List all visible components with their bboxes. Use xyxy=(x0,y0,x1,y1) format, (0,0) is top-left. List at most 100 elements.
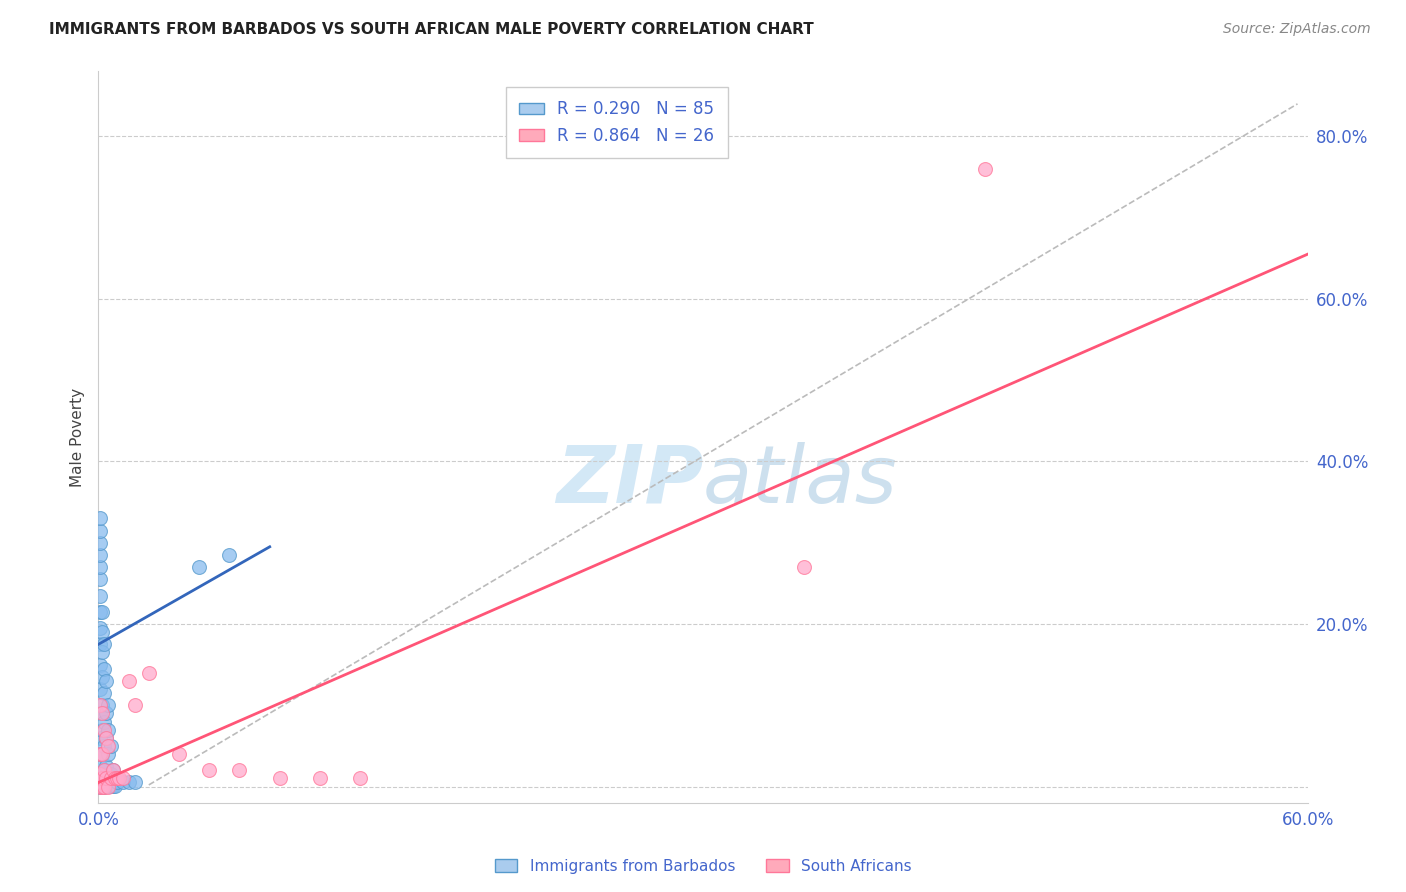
Point xyxy=(138,665,160,680)
Point xyxy=(124,698,146,713)
Point xyxy=(91,723,114,737)
Point xyxy=(89,605,111,619)
Point xyxy=(91,779,114,793)
Point xyxy=(93,714,115,729)
Point xyxy=(89,779,111,793)
Point xyxy=(124,775,146,789)
Point xyxy=(93,723,115,737)
Point xyxy=(89,548,111,562)
Point xyxy=(349,772,371,786)
Point xyxy=(96,673,118,688)
Point xyxy=(309,772,332,786)
Point xyxy=(101,779,124,793)
Point xyxy=(97,779,120,793)
Legend: R = 0.290   N = 85, R = 0.864   N = 26: R = 0.290 N = 85, R = 0.864 N = 26 xyxy=(506,87,728,158)
Point xyxy=(89,524,111,538)
Point xyxy=(91,772,114,786)
Point xyxy=(97,747,120,761)
Point xyxy=(97,723,120,737)
Point xyxy=(89,511,111,525)
Point xyxy=(93,764,115,778)
Point xyxy=(89,767,111,781)
Point xyxy=(100,779,122,793)
Point xyxy=(91,780,114,794)
Point xyxy=(101,764,124,778)
Point xyxy=(96,779,118,793)
Point xyxy=(93,780,115,794)
Point xyxy=(269,772,291,786)
Point xyxy=(97,698,120,713)
Point xyxy=(91,780,114,794)
Point xyxy=(89,759,111,773)
Point xyxy=(91,698,114,713)
Point xyxy=(91,706,114,721)
Point xyxy=(91,605,114,619)
Point xyxy=(93,764,115,778)
Point xyxy=(96,731,118,745)
Point xyxy=(111,775,134,789)
Point xyxy=(100,772,122,786)
Point xyxy=(103,772,125,786)
Point xyxy=(107,772,129,786)
Point xyxy=(97,772,120,786)
Point xyxy=(89,681,111,696)
Point xyxy=(96,772,118,786)
Point xyxy=(89,589,111,603)
Point xyxy=(91,670,114,684)
Point xyxy=(105,772,128,786)
Point xyxy=(93,686,115,700)
Text: Source: ZipAtlas.com: Source: ZipAtlas.com xyxy=(1223,22,1371,37)
Point xyxy=(89,780,111,794)
Point xyxy=(100,739,122,753)
Point xyxy=(89,780,111,794)
Point xyxy=(228,764,250,778)
Point xyxy=(89,637,111,651)
Legend: Immigrants from Barbados, South Africans: Immigrants from Barbados, South Africans xyxy=(488,853,918,880)
Point xyxy=(89,706,111,721)
Point xyxy=(96,775,118,789)
Point xyxy=(91,772,114,786)
Point xyxy=(89,747,111,761)
Point xyxy=(198,764,221,778)
Point xyxy=(93,779,115,793)
Point xyxy=(89,560,111,574)
Text: ZIP: ZIP xyxy=(555,442,703,520)
Point xyxy=(89,572,111,586)
Point xyxy=(96,759,118,773)
Text: atlas: atlas xyxy=(703,442,898,520)
Point xyxy=(91,775,114,789)
Point xyxy=(97,739,120,753)
Point xyxy=(93,739,115,753)
Point xyxy=(91,645,114,659)
Point xyxy=(218,548,240,562)
Point xyxy=(93,775,115,789)
Point xyxy=(89,731,111,745)
Point xyxy=(93,780,115,794)
Point xyxy=(89,777,111,791)
Point xyxy=(100,767,122,781)
Point xyxy=(91,747,114,761)
Point xyxy=(89,535,111,549)
Point xyxy=(167,747,190,761)
Point xyxy=(105,775,128,789)
Point xyxy=(96,706,118,721)
Point xyxy=(118,673,141,688)
Point xyxy=(93,662,115,676)
Point xyxy=(89,698,111,713)
Point xyxy=(118,775,141,789)
Point xyxy=(89,657,111,672)
Y-axis label: Male Poverty: Male Poverty xyxy=(70,387,86,487)
Point xyxy=(89,772,111,787)
Point xyxy=(974,161,997,176)
Point xyxy=(188,560,211,574)
Point xyxy=(101,764,124,778)
Point xyxy=(103,779,125,793)
Point xyxy=(793,560,815,574)
Point xyxy=(96,731,118,745)
Point xyxy=(91,747,114,761)
Point xyxy=(111,772,134,786)
Point xyxy=(93,637,115,651)
Point xyxy=(91,625,114,640)
Point xyxy=(89,621,111,635)
Text: IMMIGRANTS FROM BARBADOS VS SOUTH AFRICAN MALE POVERTY CORRELATION CHART: IMMIGRANTS FROM BARBADOS VS SOUTH AFRICA… xyxy=(49,22,814,37)
